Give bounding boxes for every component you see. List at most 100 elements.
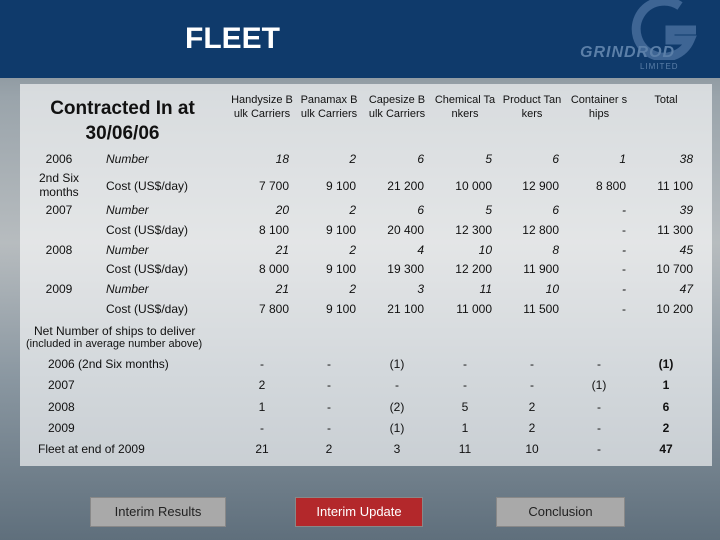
column-header: Product Tankers — [502, 94, 562, 120]
deliveries-subtitle: (included in average number above) — [26, 338, 203, 350]
row-year: 2008 — [45, 243, 73, 257]
delivery-value: - — [463, 357, 467, 371]
delivery-value: (1) — [389, 357, 405, 371]
delivery-value: - — [530, 357, 534, 371]
column-header: Container ships — [570, 94, 628, 120]
delivery-value: - — [327, 400, 331, 414]
delivery-value: 47 — [659, 442, 673, 456]
table-value: 9 100 — [325, 179, 356, 193]
table-value: 5 — [485, 203, 492, 217]
delivery-value: 2 — [662, 421, 670, 435]
table-value: 21 — [275, 243, 289, 257]
delivery-value: - — [597, 421, 601, 435]
delivery-value: 2 — [325, 442, 333, 456]
table-value: 20 — [275, 203, 289, 217]
table-value: 20 400 — [387, 223, 424, 237]
delivery-value: - — [597, 442, 601, 456]
table-value: 11 000 — [456, 302, 492, 316]
delivery-value: - — [463, 378, 467, 392]
row-year: 2nd Six months — [38, 171, 80, 199]
table-value: 7 700 — [258, 179, 289, 193]
table-value: 11 500 — [523, 302, 559, 316]
row-year: 2007 — [45, 203, 73, 217]
delivery-label: 2006 (2nd Six months) — [48, 357, 169, 371]
delivery-value: - — [260, 421, 264, 435]
table-value: - — [622, 223, 626, 237]
deliveries-title: Net Number of ships to deliver — [34, 324, 196, 338]
table-value: 12 300 — [455, 223, 492, 237]
table-value: 10 200 — [656, 302, 693, 316]
table-value: 3 — [417, 282, 424, 296]
row-metric: Cost (US$/day) — [106, 302, 189, 316]
table-value: 4 — [417, 243, 424, 257]
nav-button[interactable]: Interim Update — [295, 497, 423, 527]
row-metric: Cost (US$/day) — [106, 223, 189, 237]
table-value: - — [622, 302, 626, 316]
table-value: 6 — [417, 203, 424, 217]
row-metric: Number — [106, 243, 149, 257]
table-value: 11 300 — [657, 223, 693, 237]
table-value: 6 — [417, 152, 424, 166]
table-value: 5 — [485, 152, 492, 166]
delivery-label: 2009 — [48, 421, 75, 435]
nav-button[interactable]: Conclusion — [496, 497, 625, 527]
table-value: 12 800 — [522, 223, 559, 237]
column-header: Total — [654, 94, 678, 106]
delivery-value: 2 — [258, 378, 266, 392]
delivery-value: - — [395, 378, 399, 392]
table-value: 6 — [552, 203, 559, 217]
delivery-value: 11 — [458, 442, 472, 456]
delivery-value: - — [597, 400, 601, 414]
delivery-value: 3 — [393, 442, 401, 456]
table-value: 11 100 — [657, 179, 693, 193]
delivery-value: 6 — [662, 400, 670, 414]
row-metric: Number — [106, 203, 149, 217]
table-value: 9 100 — [325, 302, 356, 316]
table-value: 8 — [552, 243, 559, 257]
row-metric: Number — [106, 152, 149, 166]
table-value: 8 800 — [595, 179, 626, 193]
delivery-value: 5 — [461, 400, 469, 414]
table-panel — [20, 84, 712, 466]
table-value: 11 900 — [523, 262, 559, 276]
delivery-value: (1) — [389, 421, 405, 435]
delivery-label: Fleet at end of 2009 — [38, 442, 145, 456]
delivery-label: 2008 — [48, 400, 75, 414]
logo-mark — [631, 0, 697, 60]
row-metric: Cost (US$/day) — [106, 262, 189, 276]
table-value: 2 — [349, 282, 356, 296]
slide-title: FLEET — [185, 22, 280, 55]
table-value: 12 900 — [522, 179, 559, 193]
nav-button[interactable]: Interim Results — [90, 497, 226, 527]
column-header: Panamax Bulk Carriers — [300, 94, 358, 120]
table-value: 2 — [349, 203, 356, 217]
column-header: Chemical Tankers — [434, 94, 496, 120]
table-value: 45 — [679, 243, 693, 257]
delivery-value: - — [327, 357, 331, 371]
delivery-value: - — [327, 421, 331, 435]
delivery-value: - — [327, 378, 331, 392]
delivery-value: (1) — [591, 378, 607, 392]
logo-tagline: LIMITED — [640, 62, 679, 71]
table-value: 11 — [479, 282, 492, 296]
column-header: Capesize Bulk Carriers — [368, 94, 426, 120]
table-value: 2 — [349, 243, 356, 257]
delivery-value: 10 — [525, 442, 539, 456]
table-value: 12 200 — [455, 262, 492, 276]
delivery-value: (2) — [389, 400, 405, 414]
delivery-value: - — [597, 357, 601, 371]
column-header: Handysize Bulk Carriers — [231, 94, 293, 120]
table-value: 21 200 — [387, 179, 424, 193]
table-value: - — [622, 262, 626, 276]
table-value: 8 000 — [258, 262, 289, 276]
table-value: 6 — [552, 152, 559, 166]
table-value: 19 300 — [387, 262, 424, 276]
delivery-value: 1 — [662, 378, 670, 392]
table-value: 10 000 — [455, 179, 492, 193]
row-year: 2009 — [45, 282, 73, 296]
delivery-value: 21 — [255, 442, 269, 456]
logo-name: GRINDROD — [580, 44, 676, 61]
row-year: 2006 — [45, 152, 73, 166]
table-value: 7 800 — [258, 302, 289, 316]
table-value: 8 100 — [258, 223, 289, 237]
